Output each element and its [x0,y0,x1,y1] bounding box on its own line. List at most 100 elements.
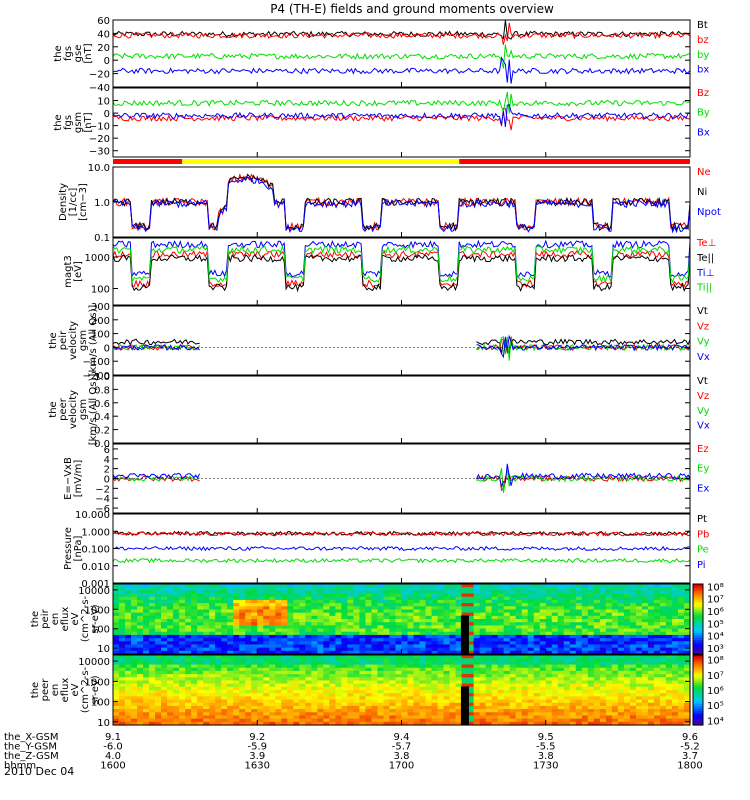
spectrogram-cell [437,615,445,620]
spectrogram-cell [293,686,300,691]
spectrogram-cell [251,584,258,588]
spectrogram-cell [317,584,324,588]
spectrogram-cell [245,606,252,611]
spectrogram-cell [635,634,643,639]
spectrogram-cell [359,683,367,688]
spectrogram-cell [245,667,252,672]
spectrogram-cell [551,670,559,675]
spectrogram-cell [557,615,565,620]
spectrogram-cell [641,712,649,717]
spectrogram-cell [617,625,625,630]
spectrogram-cell [383,628,391,633]
spectrogram-cell [137,699,144,704]
spectrogram-cell [131,638,138,642]
spectrogram-cell [503,667,511,672]
spectrogram-cell [461,584,469,588]
spectrogram-cell [143,587,150,591]
spectrogram-cell [371,715,379,720]
spectrogram-cell [677,721,685,726]
spectrogram-cell [527,696,535,701]
spectrogram-cell [611,696,619,701]
spectrogram-cell [335,702,342,707]
spectrogram-cell [305,631,312,636]
spectrogram-cell [233,718,240,723]
spectrogram-cell [293,647,300,652]
orbit-value: -5.2 [680,742,700,753]
spectrogram-cell [659,641,667,646]
spectrogram-cell [245,712,252,717]
spectrogram-cell [191,593,198,598]
spectrogram-cell [671,615,679,620]
spectrogram-cell [509,647,517,652]
spectrogram-cell [389,615,397,620]
spectrogram-cell [641,647,649,652]
spectrogram-cell [221,622,228,626]
spectrogram-cell [431,702,439,707]
spectrogram-cell [299,638,306,642]
spectrogram-cell [353,593,361,598]
spectrogram-cell [275,690,282,694]
spectrogram-cell [263,641,270,646]
spectrogram-cell [683,680,691,685]
spectrogram-cell [605,619,613,623]
spectrogram-cell [359,709,367,713]
spectrogram-cell [317,702,324,707]
y-tick-label: −2 [95,484,110,495]
spectrogram-cell [305,655,312,659]
spectrogram-cell [407,628,415,633]
spectrogram-cell [275,650,282,655]
spectrogram-cell [659,615,667,620]
spectrogram-cell [593,718,601,723]
spectrogram-cell [581,664,589,669]
spectrogram-cell [305,670,312,675]
spectrogram-cell [365,641,373,646]
spectrogram-cell [365,686,373,691]
spectrogram-cell [275,622,282,626]
spectrogram-cell [419,693,427,697]
spectrogram-cell [635,709,643,713]
colorbar-step [693,623,703,627]
spectrogram-cell [281,584,288,588]
spectrogram-cell [407,693,415,697]
spectrogram-cell [203,631,210,636]
spectrogram-cell [629,590,637,595]
spectrogram-cell [527,690,535,694]
spectrogram-cell [593,650,601,655]
spectrogram-cell [575,670,583,675]
spectrogram-cell [365,683,373,688]
y-tick-label: 10 [97,718,110,729]
spectrogram-cell [431,638,439,642]
spectrogram-cell [407,612,415,617]
spectrogram-cell [269,702,276,707]
spectrogram-cell [419,631,427,636]
mode-bar [113,159,690,164]
series-line-Bz [112,107,691,131]
spectrogram-cell [617,612,625,617]
spectrogram-cell [407,721,415,726]
spectrogram-cell [251,606,258,611]
spectrogram-cell [653,650,661,655]
spectrogram-cell [539,596,547,601]
spectrogram-cell [353,647,361,652]
spectrogram-cell [635,705,643,710]
spectrogram-cell [323,674,330,678]
spectrogram-cell [503,619,511,623]
spectrogram-cell [203,612,210,617]
spectrogram-cell [413,599,421,604]
spectrogram-cell [329,615,336,620]
spectrogram-cell [395,622,403,626]
spectrogram-cell [545,677,553,682]
spectrogram-cell [299,712,306,717]
spectrogram-cell [209,606,216,611]
spectrogram-cell [119,686,126,691]
spectrogram-cell [419,705,427,710]
spectrogram-cell [143,677,150,682]
spectrogram-cell [245,609,252,614]
spectrogram-cell [287,696,294,701]
spectrogram-cell [239,599,246,604]
spectrogram-cell [371,696,379,701]
spectrogram-cell [551,615,559,620]
spectrogram-cell [299,593,306,598]
spectrogram-cell [425,664,433,669]
spectrogram-cell [269,699,276,704]
